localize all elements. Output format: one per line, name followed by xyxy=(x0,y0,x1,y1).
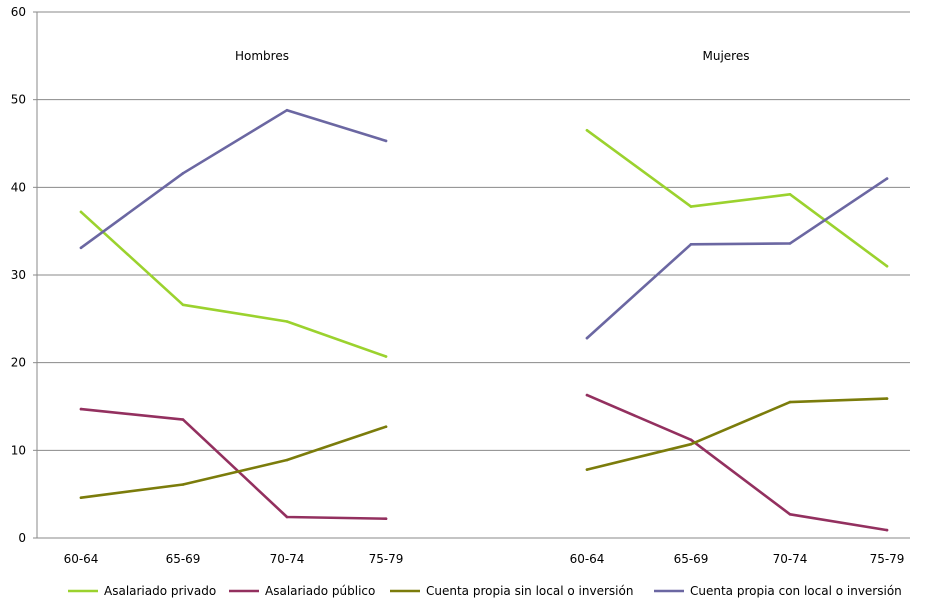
data-point xyxy=(79,246,83,250)
data-point xyxy=(384,425,388,429)
y-tick-label: 60 xyxy=(11,5,26,19)
data-point xyxy=(285,458,289,462)
data-point xyxy=(585,468,589,471)
data-point xyxy=(788,193,792,196)
y-tick-label: 10 xyxy=(11,443,26,457)
data-point xyxy=(585,336,589,340)
data-point xyxy=(689,442,693,446)
legend-label-4: Cuenta propia con local o inversión xyxy=(690,584,902,598)
panel-title-1: Hombres xyxy=(235,49,289,63)
data-point xyxy=(585,393,589,397)
data-point xyxy=(181,418,185,421)
data-point xyxy=(285,108,289,112)
data-point xyxy=(181,172,185,175)
series-line-3-panel-1 xyxy=(79,425,388,500)
data-point xyxy=(689,438,693,442)
series-line-3-panel-2 xyxy=(585,397,889,471)
data-point xyxy=(885,397,889,400)
data-point xyxy=(181,483,185,486)
data-point xyxy=(79,210,83,214)
data-point xyxy=(788,400,792,404)
data-point xyxy=(885,528,889,532)
x-tick-label: 60-64 xyxy=(570,552,605,566)
data-point xyxy=(788,242,792,245)
series-line-2-panel-1 xyxy=(79,407,388,521)
series-line-1-panel-1 xyxy=(79,210,388,358)
data-point xyxy=(181,303,185,307)
series-line-4-panel-1 xyxy=(79,108,388,250)
data-point xyxy=(885,177,889,180)
data-point xyxy=(384,139,388,143)
legend-label-1: Asalariado privado xyxy=(104,584,216,598)
data-point xyxy=(285,320,289,323)
panel-title-2: Mujeres xyxy=(703,49,750,63)
y-tick-label: 30 xyxy=(11,268,26,282)
legend-label-2: Asalariado público xyxy=(265,584,375,598)
data-point xyxy=(285,515,289,519)
data-point xyxy=(79,407,83,411)
series-line-2-panel-2 xyxy=(585,393,889,532)
data-point xyxy=(788,513,792,516)
data-point xyxy=(585,129,589,132)
data-point xyxy=(885,264,889,268)
y-tick-label: 50 xyxy=(11,93,26,107)
x-tick-label: 75-79 xyxy=(369,552,404,566)
data-point xyxy=(689,205,693,208)
x-tick-label: 65-69 xyxy=(674,552,709,566)
x-tick-label: 70-74 xyxy=(773,552,808,566)
series-line-4-panel-2 xyxy=(585,177,889,340)
data-point xyxy=(689,243,693,246)
data-point xyxy=(384,517,388,520)
x-tick-label: 65-69 xyxy=(166,552,201,566)
y-tick-label: 20 xyxy=(11,356,26,370)
data-point xyxy=(384,355,388,358)
x-tick-label: 60-64 xyxy=(64,552,99,566)
y-tick-label: 40 xyxy=(11,180,26,194)
data-point xyxy=(79,496,83,500)
x-tick-label: 70-74 xyxy=(270,552,305,566)
series-line-1-panel-2 xyxy=(585,129,889,268)
legend-label-3: Cuenta propia sin local o inversión xyxy=(426,584,633,598)
x-tick-label: 75-79 xyxy=(870,552,905,566)
y-tick-label: 0 xyxy=(18,531,26,545)
